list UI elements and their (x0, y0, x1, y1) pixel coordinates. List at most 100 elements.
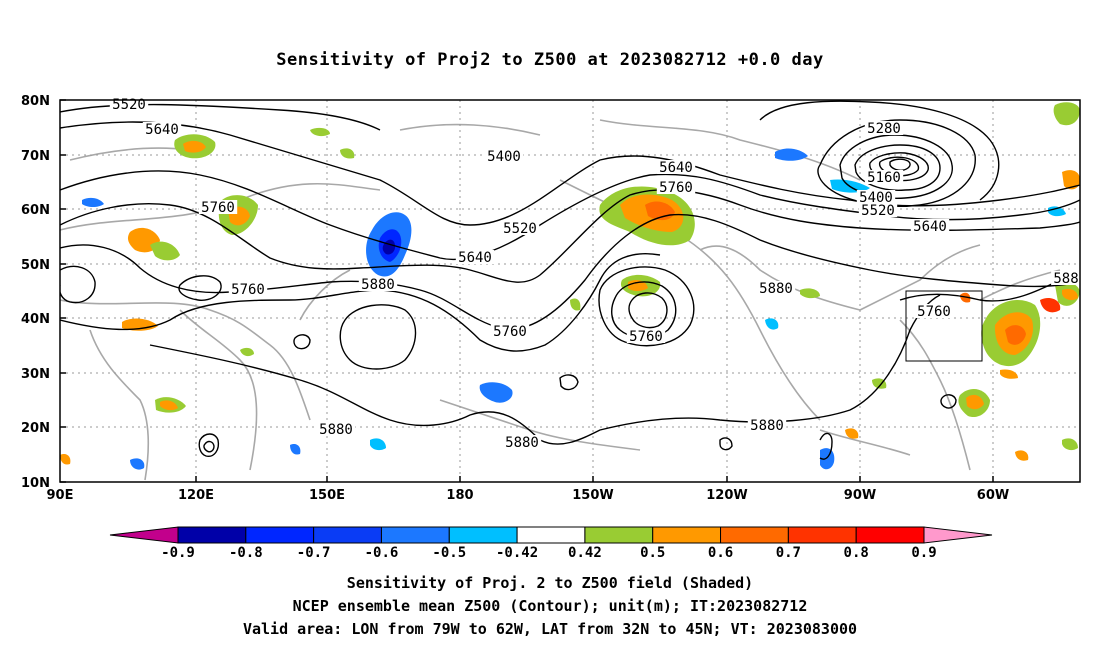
negative-sensitivity-patch (1048, 206, 1066, 217)
positive-sensitivity-patch (1005, 325, 1026, 345)
contour-label: 5880 (361, 277, 395, 293)
colorbar-label: 0.42 (568, 545, 602, 561)
contour-label: 5400 (487, 149, 521, 165)
colorbar-label: -0.42 (496, 545, 538, 561)
colorbar-label: -0.5 (432, 545, 466, 561)
contour-label-bg (490, 324, 530, 338)
contour-label-bg (484, 149, 524, 163)
positive-sensitivity-patch (1062, 170, 1080, 190)
contour-label-bg (358, 277, 398, 291)
contour-label: 5760 (231, 282, 265, 298)
colorbar-swatch (855, 526, 925, 544)
positive-sensitivity-patch (150, 241, 180, 261)
lat-label: 50N (21, 258, 50, 273)
lon-label: 150W (572, 488, 613, 503)
lon-label: 120E (178, 488, 214, 503)
positive-sensitivity-patch (240, 347, 254, 357)
positive-sensitivity-patch (1015, 450, 1029, 461)
caption-contour: NCEP ensemble mean Z500 (Contour); unit(… (292, 597, 808, 615)
contour-label-bg (910, 219, 950, 233)
positive-sensitivity-patch (1040, 298, 1061, 313)
positive-sensitivity-patch (1062, 288, 1078, 301)
lat-label: 30N (21, 367, 50, 382)
lat-label: 20N (21, 421, 50, 436)
contour-label-bg (864, 170, 904, 184)
grid-lines (60, 100, 1080, 482)
contour-label: 5760 (493, 324, 527, 340)
contour-label-bg (502, 435, 542, 449)
positive-sensitivity-patch (1000, 369, 1018, 379)
contour-label-bg (500, 221, 540, 235)
lon-label: 180 (446, 488, 473, 503)
lon-label: 120W (706, 488, 747, 503)
latitude-labels: 80N 70N 60N 50N 40N 30N 20N 10N (21, 94, 50, 491)
colorbar-min-arrow (109, 526, 179, 544)
colorbar-swatch (245, 526, 315, 544)
contour-label: 588 (1053, 271, 1078, 287)
plot-border (59, 99, 1081, 483)
positive-sensitivity-patch (60, 454, 71, 465)
lat-label: 80N (21, 94, 50, 109)
positive-sensitivity-patch (340, 148, 355, 159)
contour-label: 5640 (659, 160, 693, 176)
colorbar-swatch (584, 526, 654, 544)
lat-label: 70N (21, 149, 50, 164)
contour-label-bg (756, 281, 796, 295)
contour-label-bg (142, 122, 182, 136)
negative-sensitivity-patch (290, 444, 301, 455)
contour-label-bg (656, 160, 696, 174)
positive-sensitivity-patch (800, 288, 820, 299)
colorbar-swatch (177, 526, 247, 544)
colorbar: -0.9 -0.8 -0.7 -0.6 -0.5 -0.42 0.42 0.5 0.6 0.7 0.… (109, 526, 993, 561)
lon-label: 60W (977, 488, 1009, 503)
contour-label-bg (864, 121, 904, 135)
contour-label: 5640 (913, 219, 947, 235)
caption-valid-area: Valid area: LON from 79W to 62W, LAT fro… (242, 620, 858, 638)
positive-sensitivity-patch (960, 292, 971, 303)
contour-label: 5640 (458, 250, 492, 266)
colorbar-label: -0.9 (161, 545, 195, 561)
colorbar-label: 0.6 (708, 545, 733, 561)
positive-sensitivity-patch (310, 127, 330, 137)
negative-sensitivity-patch (775, 148, 808, 161)
contour-label-bg (198, 200, 238, 214)
negative-sensitivity-patch (479, 382, 513, 403)
colorbar-swatch (516, 526, 586, 544)
contour-label: 5400 (859, 190, 893, 206)
contour-label-bg (316, 422, 356, 436)
lat-label: 60N (21, 203, 50, 218)
caption-shading: Sensitivity of Proj. 2 to Z500 field (Sh… (346, 574, 754, 592)
positive-sensitivity-patch (966, 394, 984, 410)
contour-label: 5880 (750, 418, 784, 434)
colorbar-label: 0.5 (640, 545, 665, 561)
colorbar-swatch (720, 526, 789, 544)
lat-label: 40N (21, 312, 50, 327)
axis-ticks (60, 99, 994, 483)
contour-label-bg (228, 282, 268, 296)
positive-sensitivity-patch (845, 428, 859, 439)
contour-label-bg (747, 418, 787, 432)
contour-label: 5520 (861, 203, 895, 219)
contour-label: 5760 (917, 304, 951, 320)
contour-label: 5520 (112, 97, 146, 113)
positive-sensitivity-patch (570, 298, 581, 311)
colorbar-swatch (787, 526, 857, 544)
colorbar-label: -0.8 (229, 545, 263, 561)
z500-contours (60, 100, 1080, 460)
contour-label: 5640 (145, 122, 179, 138)
negative-sensitivity-patch (82, 197, 104, 207)
positive-sensitivity-patch (160, 400, 178, 411)
lon-label: 90W (844, 488, 876, 503)
colorbar-label: -0.7 (297, 545, 331, 561)
negative-sensitivity-patch (130, 458, 145, 470)
colorbar-max-arrow (923, 526, 993, 544)
longitude-labels: 90E 120E 150E 180 150W 120W 90W 60W (47, 488, 1010, 503)
contour-label: 5760 (659, 180, 693, 196)
contour-label: 5520 (503, 221, 537, 237)
valid-area-box (905, 290, 983, 362)
positive-sensitivity-patch (1062, 438, 1078, 451)
colorbar-label: 0.7 (776, 545, 801, 561)
contour-label: 5280 (867, 121, 901, 137)
lon-label: 150E (309, 488, 345, 503)
